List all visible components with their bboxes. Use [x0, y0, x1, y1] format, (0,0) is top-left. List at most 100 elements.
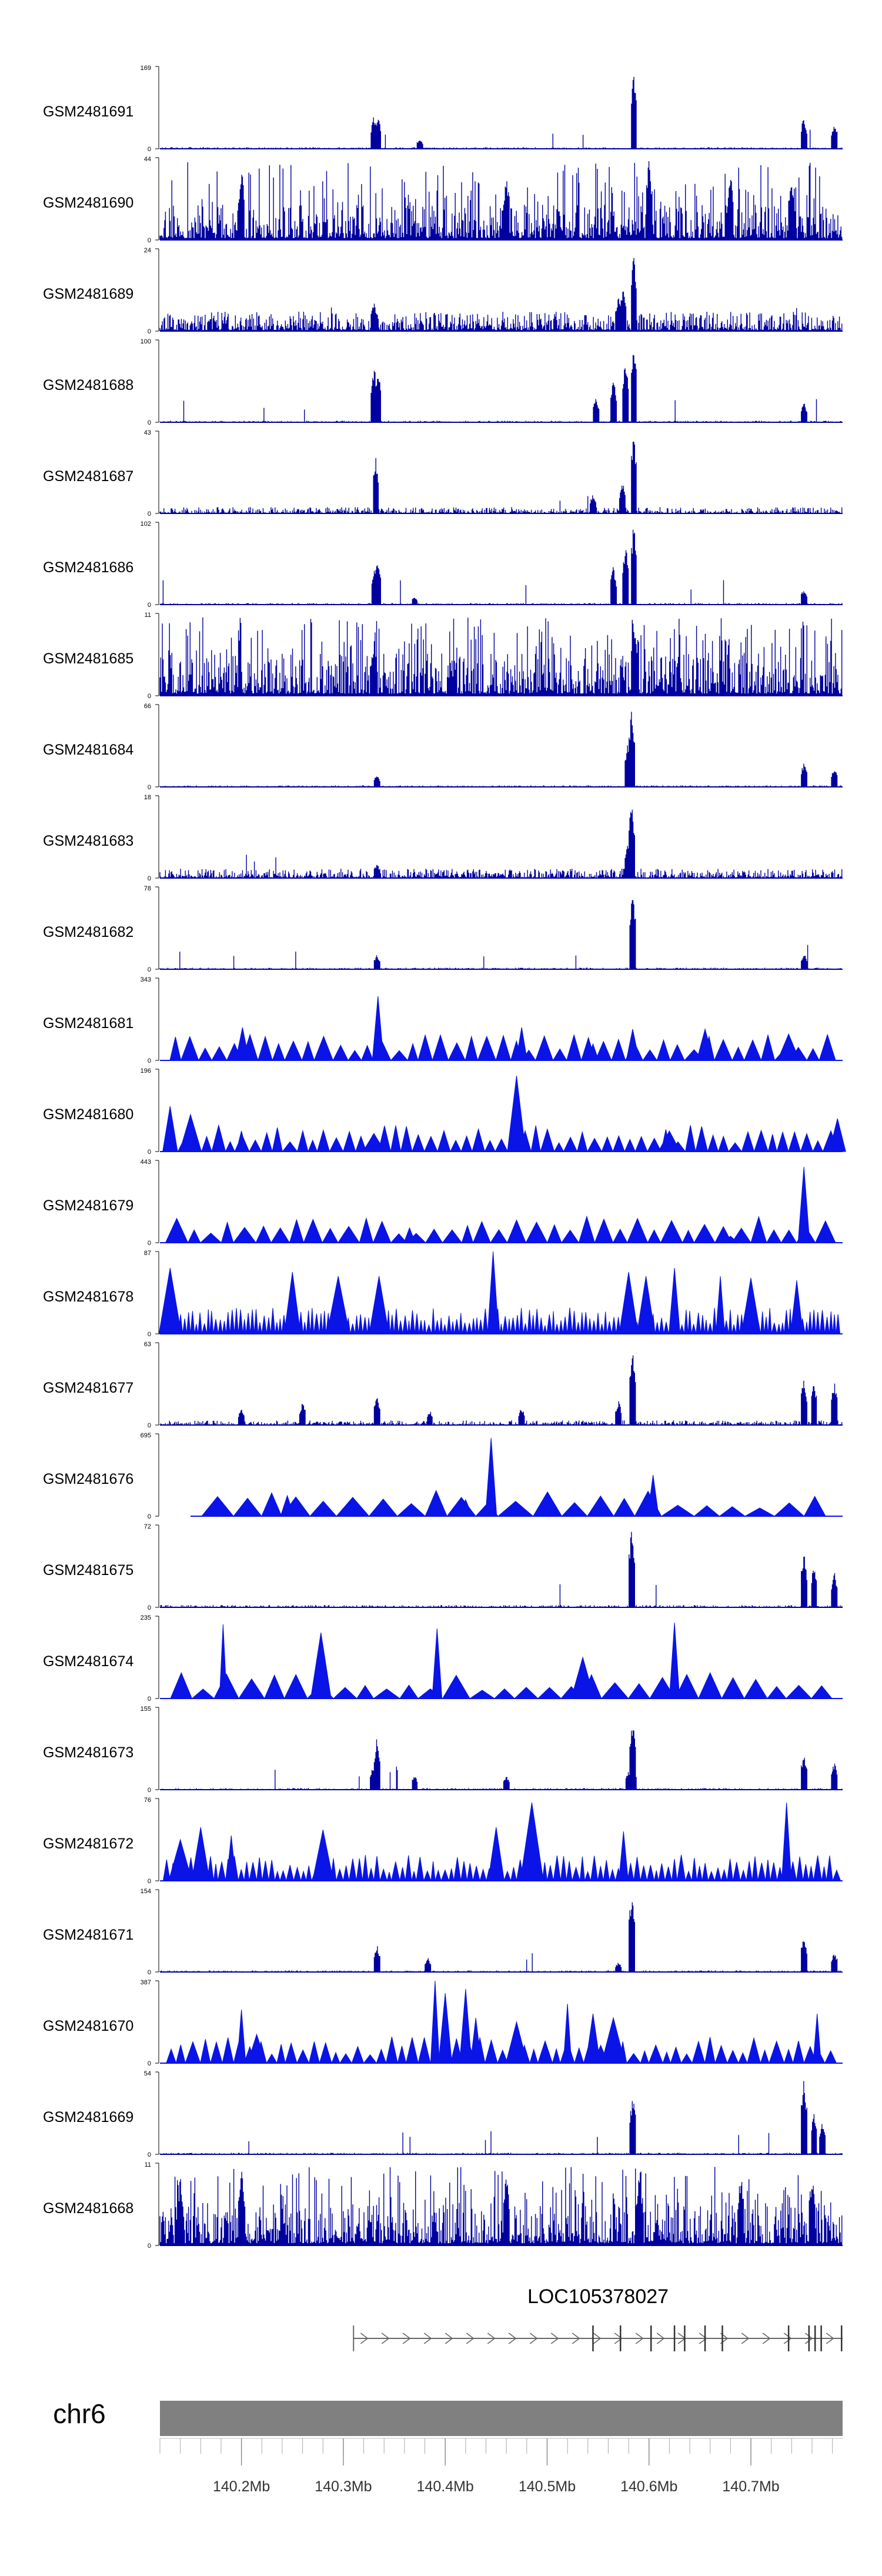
y-max-label: 155 [141, 1706, 151, 1713]
y-min-label: 0 [148, 1787, 151, 1794]
track-GSM2481686: GSM2481686 102 0 [43, 520, 843, 609]
track-label: GSM2481689 [43, 286, 133, 302]
y-max-label: 54 [144, 2070, 151, 2077]
y-min-label: 0 [148, 1604, 151, 1611]
y-min-label: 0 [148, 1513, 151, 1520]
track-GSM2481684: GSM2481684 66 0 [43, 703, 843, 791]
signal-bars [159, 161, 843, 240]
signal [159, 712, 843, 788]
signal [160, 1802, 843, 1881]
signal [159, 900, 843, 970]
signal [160, 996, 843, 1061]
y-max-label: 24 [144, 247, 151, 254]
track-GSM2481673: GSM2481673 155 0 [43, 1706, 843, 1794]
signal-bars [159, 76, 843, 149]
y-max-label: 235 [141, 1614, 151, 1621]
y-max-label: 72 [144, 1523, 151, 1530]
tick-label: 140.7Mb [722, 2478, 779, 2495]
track-GSM2481690: GSM2481690 44 0 [43, 156, 843, 244]
y-max-label: 18 [144, 794, 151, 801]
y-max-label: 66 [144, 703, 151, 710]
track-GSM2481669: GSM2481669 54 0 [43, 2070, 843, 2158]
tick-label: 140.3Mb [315, 2478, 372, 2495]
y-max-label: 169 [141, 65, 151, 72]
track-label: GSM2481670 [43, 2018, 133, 2034]
signal-bars [159, 1531, 843, 1607]
track-label: GSM2481688 [43, 377, 133, 393]
track-label: GSM2481674 [43, 1653, 133, 1670]
signal-triangles [201, 1437, 826, 1517]
chromosome-label: chr6 [53, 2398, 105, 2429]
y-min-label: 0 [148, 966, 151, 973]
track-label: GSM2481680 [43, 1106, 133, 1123]
signal [190, 1437, 843, 1517]
track-label: GSM2481686 [43, 559, 133, 576]
track-GSM2481672: GSM2481672 76 0 [43, 1797, 843, 1885]
y-min-label: 0 [148, 602, 151, 609]
signal-bars [159, 617, 843, 696]
track-GSM2481691: GSM2481691 169 0 [43, 65, 843, 153]
signal-bars [159, 2167, 843, 2245]
track-GSM2481668: GSM2481668 11 0 [43, 2161, 843, 2250]
signal-bars [159, 355, 843, 422]
y-max-label: 443 [141, 1159, 151, 1166]
signal [159, 2081, 843, 2155]
signal [159, 1730, 843, 1790]
y-max-label: 11 [145, 2161, 151, 2168]
track-label: GSM2481683 [43, 833, 133, 849]
y-min-label: 0 [148, 510, 151, 518]
track-label: GSM2481675 [43, 1562, 133, 1579]
track-GSM2481683: GSM2481683 18 0 [43, 794, 843, 882]
signal-triangles [165, 1167, 836, 1243]
signal-triangles [158, 1251, 841, 1334]
signal [158, 1251, 843, 1334]
signal [160, 1076, 846, 1152]
track-label: GSM2481673 [43, 1744, 133, 1761]
track-label: GSM2481690 [43, 195, 133, 211]
track-GSM2481670: GSM2481670 387 0 [43, 1979, 843, 2067]
track-GSM2481682: GSM2481682 78 0 [43, 885, 843, 973]
signal-triangles [170, 1623, 833, 1699]
y-max-label: 387 [141, 1979, 151, 1986]
track-label: GSM2481687 [43, 468, 133, 485]
signal [159, 2167, 843, 2246]
signal [159, 1355, 843, 1426]
signal [159, 1531, 843, 1608]
y-min-label: 0 [148, 1149, 151, 1156]
track-GSM2481678: GSM2481678 87 0 [43, 1250, 843, 1338]
signal [159, 809, 843, 879]
track-label: GSM2481679 [43, 1197, 133, 1214]
y-max-label: 11 [145, 612, 151, 619]
y-min-label: 0 [148, 2151, 151, 2158]
track-GSM2481688: GSM2481688 100 0 [43, 338, 843, 426]
signal-bars [159, 529, 843, 605]
signal-bars [159, 1730, 843, 1790]
gene-track: LOC105378027 [353, 2285, 843, 2351]
signal [160, 1167, 843, 1243]
y-max-label: 43 [144, 429, 151, 436]
y-max-label: 76 [144, 1797, 151, 1804]
signal-bars [159, 712, 843, 787]
signal [159, 617, 843, 696]
track-GSM2481687: GSM2481687 43 0 [43, 429, 843, 518]
track-GSM2481680: GSM2481680 196 0 [43, 1067, 846, 1156]
y-min-label: 0 [148, 1969, 151, 1976]
tick-label: 140.2Mb [213, 2478, 270, 2495]
signal-bars [159, 900, 843, 969]
y-min-label: 0 [148, 146, 151, 153]
track-label: GSM2481682 [43, 924, 133, 940]
y-max-label: 63 [144, 1341, 151, 1348]
track-GSM2481677: GSM2481677 63 0 [43, 1341, 843, 1429]
y-min-label: 0 [148, 1696, 151, 1703]
y-max-label: 154 [141, 1888, 151, 1895]
chromosome-band [160, 2401, 843, 2436]
signal [159, 76, 843, 149]
track-label: GSM2481677 [43, 1380, 133, 1396]
y-max-label: 102 [141, 520, 151, 528]
track-label: GSM2481681 [43, 1015, 133, 1032]
signal [160, 1980, 843, 2064]
track-GSM2481685: GSM2481685 11 0 [43, 612, 843, 700]
track-GSM2481671: GSM2481671 154 0 [43, 1888, 843, 1976]
gene-name-label: LOC105378027 [527, 2285, 669, 2308]
